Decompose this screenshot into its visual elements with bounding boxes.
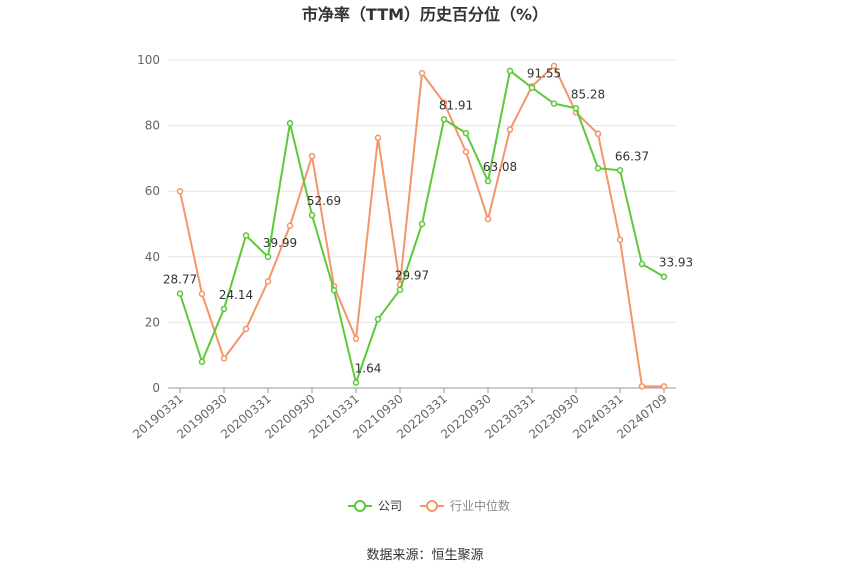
y-tick-label: 60 (145, 184, 160, 198)
legend-marker (354, 500, 366, 512)
point (594, 130, 602, 138)
data-label: 39.99 (263, 236, 297, 250)
source: 数据来源：恒生聚源 (366, 548, 483, 563)
data-label: 85.28 (571, 87, 605, 101)
data-label: 1.64 (355, 362, 382, 376)
point (352, 335, 360, 343)
data-label: 33.93 (659, 256, 693, 270)
point (374, 315, 382, 323)
data-label: 91.55 (527, 67, 561, 81)
point (660, 273, 668, 280)
point (264, 253, 272, 261)
y-tick-label: 100 (137, 53, 160, 67)
y-tick-label: 40 (145, 250, 160, 264)
point (462, 129, 470, 137)
point (572, 105, 580, 112)
point (308, 211, 316, 219)
point (330, 287, 338, 294)
point (396, 286, 404, 293)
point (616, 167, 624, 174)
data-label: 29.97 (395, 269, 429, 283)
data-label: 81.91 (439, 98, 473, 112)
point (440, 116, 448, 123)
point (506, 67, 514, 75)
point (506, 126, 514, 133)
point (638, 260, 646, 268)
point (440, 99, 448, 106)
point (176, 187, 184, 195)
data-label: 28.77 (163, 273, 197, 287)
point (242, 325, 250, 333)
point (286, 120, 294, 127)
point (484, 215, 492, 223)
data-label: 63.08 (483, 160, 517, 174)
point (264, 278, 272, 285)
y-tick-label: 80 (145, 119, 160, 133)
point (198, 358, 206, 366)
data-label: 24.14 (219, 288, 253, 302)
data-label: 52.69 (307, 194, 341, 208)
point (616, 236, 624, 243)
legend-marker (426, 500, 439, 512)
point (594, 164, 602, 172)
point (220, 305, 228, 313)
point (220, 355, 228, 362)
point (528, 84, 536, 91)
point (286, 222, 294, 229)
point (550, 100, 558, 107)
point (352, 379, 360, 386)
point (374, 134, 382, 141)
point (418, 220, 426, 228)
point (176, 290, 184, 297)
point (242, 232, 250, 239)
point (198, 290, 206, 298)
point (638, 383, 646, 390)
point (308, 152, 316, 160)
point (660, 383, 668, 390)
point (484, 177, 492, 185)
y-tick-label: 0 (152, 381, 160, 395)
legend-label: 行业中位数 (450, 498, 510, 513)
y-tick-label: 20 (145, 315, 160, 329)
chart-title: 市净率（TTM）历史百分位（%） (302, 5, 548, 24)
point (418, 69, 426, 77)
point (462, 148, 470, 156)
legend-label: 公司 (378, 499, 402, 513)
point (550, 62, 558, 70)
data-label: 66.37 (615, 149, 649, 163)
